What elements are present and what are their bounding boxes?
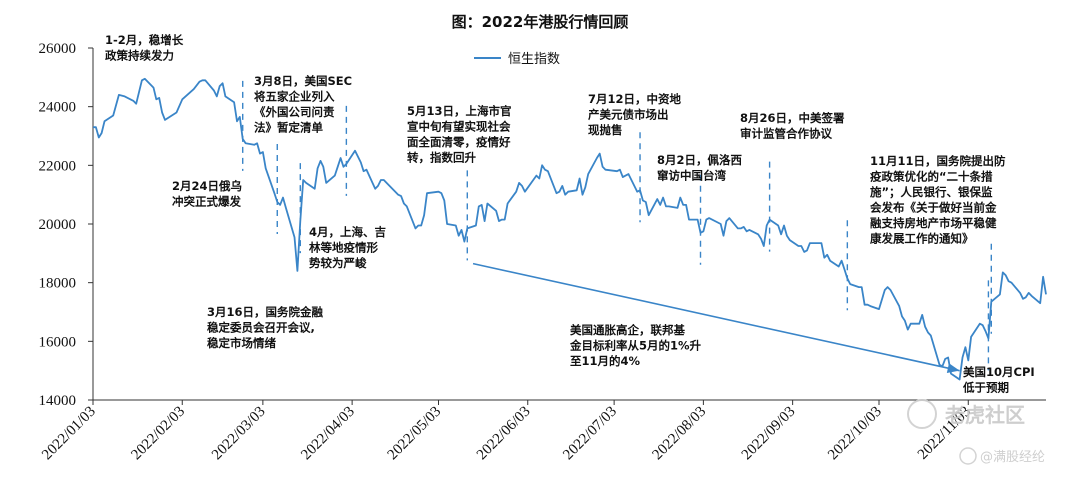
annotation-line: 3月16日，国务院金融 — [207, 305, 324, 319]
y-tick-label: 24000 — [39, 100, 77, 116]
annotation-line: 产美元债市场出 — [588, 108, 669, 122]
annotation-line: 融支持房地产市场平稳健 — [870, 216, 997, 230]
chart-title: 图：2022年港股行情回顾 — [452, 13, 629, 31]
legend: 恒生指数 — [474, 52, 560, 67]
x-tick-label: 2022/09/03 — [739, 404, 799, 464]
annotation-line: 3月8日，美国SEC — [254, 74, 352, 88]
trend-arrow — [472, 262, 960, 373]
annotation-line: 势较为严峻 — [309, 256, 367, 270]
annotation-line: 美国10月CPI — [963, 365, 1035, 379]
y-tick-label: 18000 — [39, 276, 77, 292]
series-line-hsi — [93, 77, 1047, 381]
x-tick-label: 2022/08/03 — [650, 404, 710, 464]
event-markers — [242, 80, 992, 371]
annotation-line: 美国通胀高企，联邦基 — [570, 323, 685, 337]
legend-label: 恒生指数 — [508, 52, 560, 67]
annotation-line: 8月26日，中美签署 — [740, 111, 845, 125]
annotation-a3: 3月8日，美国SEC 将五家企业列入《外国公司问责法》暂定清单 — [254, 74, 352, 135]
annotation-a6: 5月13日，上海市官宣中旬有望实现社会面全面清零，疫情好转，指数回升 — [407, 104, 512, 165]
watermark-sub: @满股经纶 — [980, 450, 1045, 465]
annotation-a8: 8月2日，佩洛西窜访中国台湾 — [657, 153, 743, 183]
x-tick-label: 2022/02/03 — [128, 404, 188, 464]
x-tick-label: 2022/10/03 — [825, 404, 885, 464]
annotation-line: 将五家企业列入 — [254, 90, 335, 104]
watermark-logo-icon — [907, 399, 937, 429]
annotation-line: 稳定委员会召开会议, — [207, 321, 315, 335]
watermark-sub-icon — [959, 447, 977, 465]
y-tick-label: 20000 — [39, 217, 77, 233]
annotation-line: 低于预期 — [962, 381, 1009, 395]
annotation-a4: 3月16日，国务院金融稳定委员会召开会议,稳定市场情绪 — [207, 305, 324, 350]
x-tick-label: 2022/04/03 — [298, 404, 358, 464]
annotation-line: 法》暂定清单 — [254, 121, 323, 135]
axes: 14000 16000 18000 20000 22000 24000 26000 2022/… — [39, 41, 1046, 464]
watermark: 老虎社区 @满股经纶 — [907, 399, 1045, 465]
annotation-a12: 美国10月CPI 低于预期 — [962, 365, 1035, 395]
y-tick-label: 26000 — [39, 41, 77, 57]
annotation-line: 5月13日，上海市官 — [407, 104, 512, 118]
annotation-line: 疫政策优化的“二十条措 — [870, 170, 993, 184]
x-tick-label: 2022/01/03 — [39, 404, 99, 464]
annotation-line: 面全面清零，疫情好 — [407, 135, 511, 149]
annotation-line: 冲突正式爆发 — [172, 195, 241, 209]
annotation-a5: 4月，上海、吉林等地疫情形势较为严峻 — [309, 225, 386, 270]
annotation-line: 至11月的4% — [570, 354, 641, 368]
annotation-a7: 7月12日，中资地产美元债市场出现抛售 — [588, 92, 682, 137]
annotation-line: 《外国公司问责 — [254, 105, 335, 119]
annotation-a2: 2月24日俄乌冲突正式爆发 — [172, 179, 242, 209]
annotation-line: 稳定市场情绪 — [207, 336, 276, 350]
series-layer — [93, 77, 1047, 381]
annotation-a1: 1-2月，稳增长政策持续发力 — [105, 33, 184, 63]
trend-arrow-line — [472, 262, 960, 372]
y-tick-label: 22000 — [39, 158, 77, 174]
y-tick-label: 16000 — [39, 334, 77, 350]
annotation-line: 现抛售 — [588, 123, 623, 137]
x-tick-label: 2022/06/03 — [474, 404, 534, 464]
annotation-line: 7月12日，中资地 — [588, 92, 682, 106]
annotation-line: 宣中旬有望实现社会 — [407, 120, 511, 134]
annotation-line: 转，指数回升 — [407, 151, 476, 165]
annotation-line: 4月，上海、吉 — [309, 225, 386, 239]
annotation-line: 政策持续发力 — [105, 49, 174, 63]
annotation-line: 2月24日俄乌 — [172, 179, 242, 193]
annotation-line: 林等地疫情形 — [309, 241, 378, 255]
annotation-line: 康发展工作的通知》 — [870, 232, 974, 246]
annotation-line: 会发布《关于做好当前金 — [869, 201, 997, 215]
watermark-main: 老虎社区 — [945, 403, 1025, 427]
y-tick-label: 14000 — [39, 393, 77, 409]
annotation-a9: 8月26日，中美签署审计监管合作协议 — [740, 111, 845, 141]
annotation-line: 金目标利率从5月的1%升 — [569, 339, 702, 353]
x-tick-label: 2022/03/03 — [209, 404, 269, 464]
annotation-a11: 美国通胀高企，联邦基金目标利率从5月的1%升至11月的4% — [569, 323, 702, 368]
annotation-a10: 11月11日，国务院提出防疫政策优化的“二十条措施”；人民银行、银保监会发布《关… — [869, 154, 1006, 246]
annotation-line: 窜访中国台湾 — [657, 169, 726, 183]
annotation-line: 11月11日，国务院提出防 — [870, 154, 1006, 168]
x-tick-label: 2022/07/03 — [560, 404, 620, 464]
annotation-line: 施”；人民银行、银保监 — [870, 185, 993, 199]
annotations: 1-2月，稳增长政策持续发力 2月24日俄乌冲突正式爆发 3月8日，美国SEC 将五家… — [105, 33, 1035, 395]
x-tick-label: 2022/05/03 — [385, 404, 445, 464]
annotation-line: 审计监管合作协议 — [740, 127, 832, 141]
annotation-line: 8月2日，佩洛西 — [657, 153, 743, 167]
annotation-line: 1-2月，稳增长 — [105, 33, 184, 47]
